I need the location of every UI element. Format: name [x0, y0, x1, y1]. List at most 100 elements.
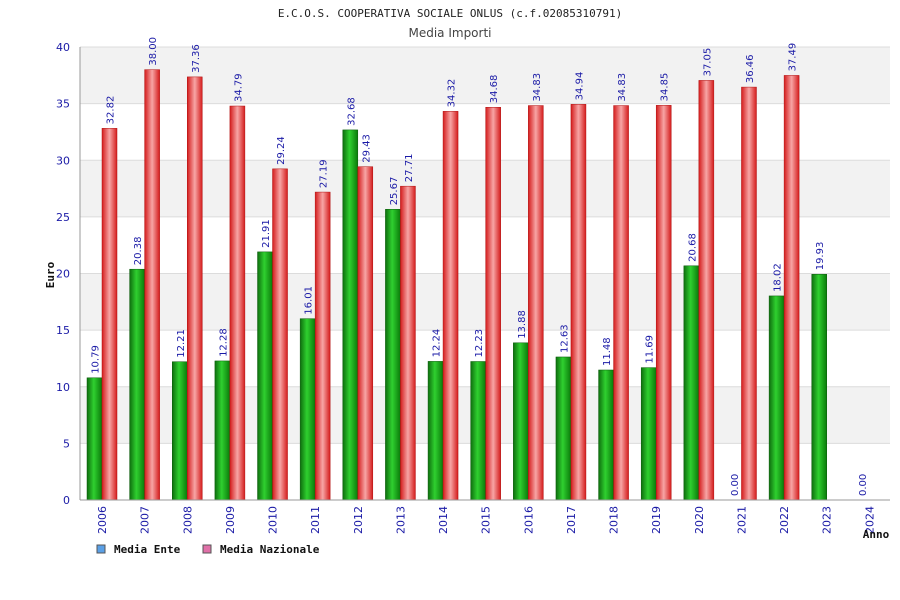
- x-tick-label: 2010: [267, 506, 280, 534]
- data-label-media-ente: 12.23: [474, 329, 485, 358]
- y-tick-label: 0: [63, 494, 70, 507]
- data-label-media-ente: 0.00: [730, 474, 741, 496]
- data-label-media-ente: 12.28: [218, 328, 229, 357]
- y-tick-label: 25: [56, 211, 70, 224]
- data-label-media-nazionale: 34.83: [532, 73, 543, 102]
- data-label-media-ente: 16.01: [304, 286, 315, 315]
- y-tick-label: 35: [56, 98, 70, 111]
- legend-swatch-media-nazionale: [202, 544, 212, 554]
- x-tick-label: 2013: [394, 506, 407, 534]
- x-tick-label: 2012: [352, 506, 365, 534]
- bar-media-nazionale: [187, 76, 203, 501]
- x-tick-label: 2014: [437, 506, 450, 534]
- bar-media-nazionale: [741, 86, 757, 501]
- bars: [86, 69, 827, 501]
- data-label-media-ente: 21.91: [261, 219, 272, 248]
- axes: [79, 47, 890, 501]
- x-tick-label: 2016: [522, 506, 535, 534]
- bar-media-ente: [427, 361, 444, 501]
- bar-media-ente: [172, 361, 188, 501]
- data-label-media-nazionale: 27.71: [404, 154, 415, 183]
- y-tick-label: 40: [56, 41, 70, 54]
- bar-media-nazionale: [485, 106, 501, 501]
- bar-media-nazionale: [229, 105, 246, 501]
- x-tick-label: 2008: [181, 506, 194, 534]
- y-tick-label: 30: [56, 154, 70, 167]
- bar-media-nazionale: [101, 128, 118, 501]
- data-label-media-nazionale: 37.36: [191, 44, 202, 73]
- legend-swatch-media-ente: [96, 544, 106, 554]
- bar-media-ente: [86, 377, 103, 501]
- data-label-media-ente: 10.79: [91, 345, 102, 374]
- bar-media-ente: [811, 274, 827, 501]
- y-tick-label: 15: [56, 324, 70, 337]
- data-label-media-ente: 19.93: [815, 242, 826, 271]
- data-label-media-ente: 20.68: [687, 233, 698, 262]
- data-label-media-ente: 11.48: [602, 337, 613, 366]
- data-label-media-nazionale: 37.05: [702, 48, 713, 77]
- bar-media-nazionale: [314, 191, 331, 501]
- bar-media-ente: [257, 251, 273, 501]
- bar-media-ente: [598, 369, 614, 501]
- data-label-media-ente: 12.24: [432, 329, 443, 358]
- data-label-media-nazionale: 38.00: [148, 37, 159, 66]
- bar-media-nazionale: [698, 80, 715, 501]
- bar-media-nazionale: [655, 105, 672, 501]
- bar-media-ente: [129, 268, 145, 501]
- legend: Media Ente Media Nazionale: [96, 543, 320, 556]
- bar-media-ente: [342, 129, 359, 501]
- data-label-media-nazionale: 34.32: [447, 79, 458, 108]
- x-tick-label: 2018: [608, 506, 621, 534]
- bar-media-nazionale: [442, 111, 459, 501]
- data-label-media-nazionale: 34.79: [233, 73, 244, 102]
- bar-media-nazionale: [528, 105, 544, 501]
- bar-media-nazionale: [783, 75, 800, 501]
- bar-media-ente: [385, 209, 401, 501]
- x-tick-label: 2017: [565, 506, 578, 534]
- data-label-media-nazionale: 37.49: [788, 43, 799, 72]
- x-tick-labels: 2006 2007 2008 2009 2010 2011 2012 2013 2014 2015…: [96, 506, 876, 534]
- data-label-media-ente: 13.88: [517, 310, 528, 339]
- data-label-media-ente: 0.00: [858, 474, 869, 496]
- bar-media-ente: [768, 295, 785, 501]
- bar-media-ente: [555, 356, 572, 501]
- bar-media-nazionale: [144, 69, 160, 501]
- x-tick-label: 2020: [693, 506, 706, 534]
- bar-media-nazionale: [613, 105, 629, 501]
- y-axis-label: Euro: [44, 261, 57, 288]
- data-label-media-nazionale: 34.94: [574, 72, 585, 101]
- x-tick-label: 2022: [778, 506, 791, 534]
- data-label-media-nazionale: 29.43: [361, 134, 372, 163]
- y-tick-labels: 0 5 10 15 20 25 30 35 40: [56, 41, 70, 507]
- data-label-media-nazionale: 27.19: [319, 159, 330, 188]
- x-tick-label: 2021: [735, 506, 748, 534]
- bar-media-ente: [470, 361, 486, 501]
- data-label-media-ente: 12.21: [176, 329, 187, 358]
- x-tick-label: 2007: [139, 506, 152, 534]
- data-label-media-nazionale: 34.85: [660, 73, 671, 102]
- bar-media-nazionale: [357, 166, 374, 501]
- bar-media-ente: [683, 265, 700, 501]
- data-labels: 10.79 32.82 20.38 38.00 12.21 37.36 12.28 34.79…: [91, 37, 869, 496]
- bar-media-ente: [640, 367, 657, 501]
- data-label-media-nazionale: 34.68: [489, 75, 500, 104]
- x-tick-label: 2009: [224, 506, 237, 534]
- x-tick-label: 2023: [821, 506, 834, 534]
- data-label-media-nazionale: 34.83: [617, 73, 628, 102]
- x-tick-label: 2011: [309, 506, 322, 534]
- bar-media-ente: [513, 342, 529, 501]
- data-label-media-ente: 11.69: [645, 335, 656, 364]
- x-tick-label: 2006: [96, 506, 109, 534]
- bar-media-ente: [299, 318, 316, 501]
- data-label-media-ente: 12.63: [559, 324, 570, 353]
- data-label-media-ente: 18.02: [773, 263, 784, 292]
- data-label-media-nazionale: 36.46: [745, 54, 756, 83]
- bar-media-nazionale: [570, 104, 587, 501]
- bar-media-nazionale: [400, 185, 416, 501]
- x-tick-label: 2024: [863, 506, 876, 534]
- legend-label-media-nazionale: Media Nazionale: [220, 543, 320, 556]
- bar-media-nazionale: [272, 168, 288, 501]
- data-label-media-ente: 32.68: [346, 97, 357, 126]
